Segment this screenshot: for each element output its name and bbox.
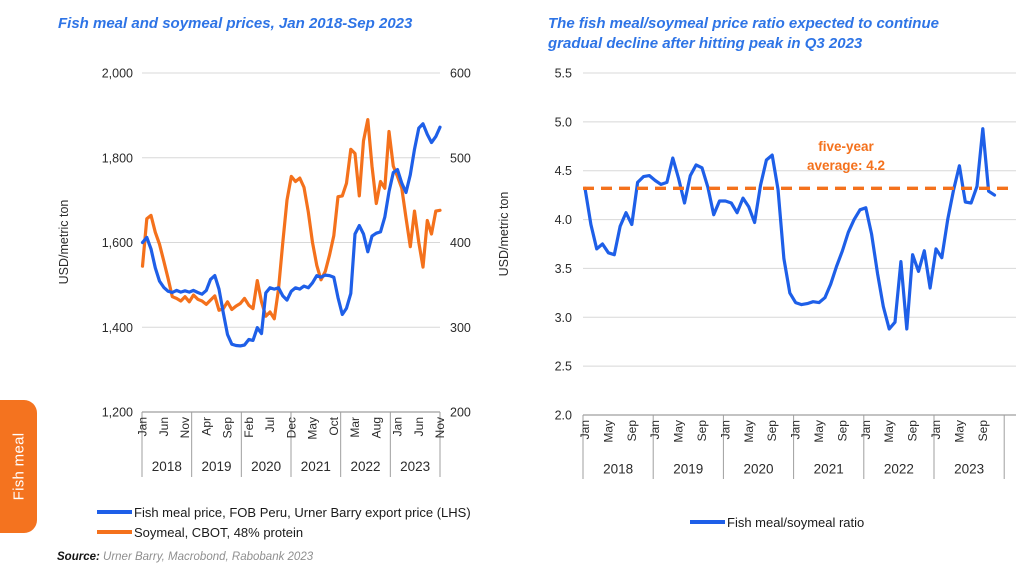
y-axis-tick-label-left: 1,600 <box>102 236 133 250</box>
month-tick-label: Sep <box>221 417 235 439</box>
month-tick-label: Mar <box>348 417 362 438</box>
y-axis-tick-label: 5.5 <box>555 67 572 81</box>
right-chart-legend: Fish meal/soymeal ratio <box>690 512 864 532</box>
month-tick-label: Jan <box>391 417 405 436</box>
month-tick-label: May <box>672 420 686 443</box>
month-tick-label: Jun <box>157 417 171 436</box>
month-tick-label: Oct <box>327 416 341 435</box>
ratio-line <box>583 127 997 331</box>
y-axis-title: USD/metric ton <box>497 192 511 277</box>
five-year-average-label-line2: average: 4.2 <box>807 158 885 173</box>
year-label: 2023 <box>954 462 984 477</box>
source-text: Urner Barry, Macrobond, Rabobank 2023 <box>99 551 314 563</box>
year-label: 2021 <box>814 462 844 477</box>
month-tick-label: Sep <box>976 420 990 442</box>
y-axis-tick-label: 2.0 <box>555 409 572 423</box>
source-note: Source: Urner Barry, Macrobond, Rabobank… <box>57 551 313 563</box>
month-tick-label: Sep <box>906 420 920 442</box>
year-label: 2022 <box>884 462 914 477</box>
y-axis-tick-label-left: 2,000 <box>102 67 133 81</box>
y-axis-tick-label-right: 200 <box>450 406 471 420</box>
y-axis-tick-label-right: 300 <box>450 321 471 335</box>
price-chart-svg: 2,000 1,800 1,600 1,400 1,200 600 500 400 300 200… <box>57 67 471 477</box>
y-axis-tick-label-right: 600 <box>450 67 471 81</box>
year-label: 2020 <box>743 462 773 477</box>
month-tick-label: Jan <box>136 417 150 436</box>
right-chart-title: The fish meal/soymeal price ratio expect… <box>548 14 1028 54</box>
y-axis-tick-label: 4.0 <box>555 213 572 227</box>
year-label: 2018 <box>603 462 633 477</box>
y-axis-tick-label-left: 1,400 <box>102 321 133 335</box>
month-tick-label: Apr <box>199 417 213 436</box>
month-tick-label: Sep <box>625 420 639 442</box>
legend-label-soymeal: Soymeal, CBOT, 48% protein <box>134 524 304 540</box>
y-axis-tick-label-left: 1,800 <box>102 151 133 165</box>
month-tick-label: Dec <box>284 417 298 438</box>
source-prefix: Source: <box>57 551 100 563</box>
year-label: 2021 <box>301 459 331 474</box>
left-chart-title: Fish meal and soymeal prices, Jan 2018-S… <box>58 15 413 32</box>
five-year-average-label-line1: five-year <box>818 139 874 154</box>
y-axis-tick-label-right: 500 <box>450 151 471 165</box>
right-chart-title-line1: The fish meal/soymeal price ratio expect… <box>548 15 939 32</box>
fish-meal-section-tab-label: Fish meal <box>10 432 27 501</box>
month-tick-label: Jan <box>578 420 592 439</box>
year-label: 2023 <box>400 459 430 474</box>
month-tick-label: Jan <box>789 420 803 439</box>
month-tick-label: May <box>306 417 320 440</box>
legend-item-ratio: Fish meal/soymeal ratio <box>690 512 864 532</box>
month-tick-label: Nov <box>433 417 447 438</box>
month-tick-label: May <box>742 420 756 443</box>
month-tick-label: Jan <box>859 420 873 439</box>
year-label: 2020 <box>251 459 281 474</box>
month-tick-label: Sep <box>695 420 709 442</box>
fishmeal-price-line <box>140 122 442 348</box>
month-tick-label: May <box>601 420 615 443</box>
ratio-line-swatch <box>690 520 725 524</box>
y-axis-tick-label: 3.5 <box>555 262 572 276</box>
month-tick-label: Jul <box>263 417 277 432</box>
month-tick-label: Jan <box>929 420 943 439</box>
year-label: 2022 <box>350 459 380 474</box>
month-tick-label: Sep <box>765 420 779 442</box>
month-tick-label: Jan <box>648 420 662 439</box>
month-tick-label: Sep <box>835 420 849 442</box>
month-tick-label: Jun <box>412 417 426 436</box>
month-tick-label: Aug <box>369 417 383 438</box>
ratio-chart-svg: 5.5 5.0 4.5 4.0 3.5 3.0 2.5 2.0 USD/metric ton Ja… <box>497 67 1016 479</box>
left-chart-legend: Fish meal price, FOB Peru, Urner Barry e… <box>97 502 471 542</box>
month-tick-label: May <box>952 420 966 443</box>
legend-label-ratio: Fish meal/soymeal ratio <box>727 514 865 530</box>
month-tick-label: Nov <box>178 417 192 438</box>
legend-item-fishmeal: Fish meal price, FOB Peru, Urner Barry e… <box>97 502 471 522</box>
right-chart-title-line2: gradual decline after hitting peak in Q3… <box>548 35 863 52</box>
y-axis-tick-label: 5.0 <box>555 115 572 129</box>
soymeal-price-line <box>140 117 442 321</box>
month-tick-label: Feb <box>242 417 256 438</box>
month-tick-label: May <box>882 420 896 443</box>
y-axis-tick-label-right: 400 <box>450 236 471 250</box>
year-label: 2019 <box>201 459 231 474</box>
month-tick-label: May <box>812 420 826 443</box>
year-label: 2019 <box>673 462 703 477</box>
legend-label-fishmeal: Fish meal price, FOB Peru, Urner Barry e… <box>134 504 471 520</box>
soymeal-line-swatch <box>97 530 132 534</box>
y-axis-tick-label: 2.5 <box>555 360 572 374</box>
month-tick-label: Jan <box>718 420 732 439</box>
fishmeal-line-swatch <box>97 510 132 514</box>
fish-meal-section-tab[interactable]: Fish meal <box>0 400 37 533</box>
y-axis-tick-label: 3.0 <box>555 311 572 325</box>
y-axis-tick-label: 4.5 <box>555 164 572 178</box>
y-axis-title: USD/metric ton <box>57 200 71 285</box>
legend-item-soymeal: Soymeal, CBOT, 48% protein <box>97 522 471 542</box>
y-axis-tick-label-left: 1,200 <box>102 406 133 420</box>
year-label: 2018 <box>152 459 182 474</box>
